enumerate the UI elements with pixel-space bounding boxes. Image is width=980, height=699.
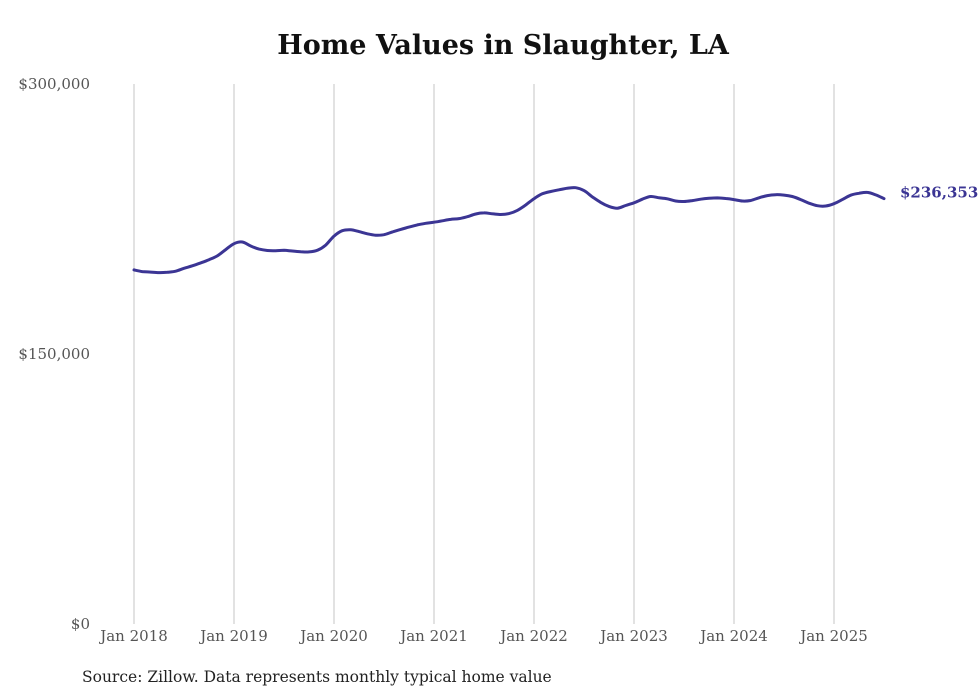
x-tick-label: Jan 2022 xyxy=(498,627,568,645)
x-tick-label: Jan 2025 xyxy=(798,627,868,645)
x-tick-label: Jan 2023 xyxy=(598,627,668,645)
source-note: Source: Zillow. Data represents monthly … xyxy=(82,668,552,686)
y-tick-label: $0 xyxy=(71,615,90,633)
x-tick-label: Jan 2020 xyxy=(298,627,368,645)
x-tick-label: Jan 2024 xyxy=(698,627,768,645)
chart-title: Home Values in Slaughter, LA xyxy=(277,30,729,61)
x-tick-label: Jan 2019 xyxy=(198,627,268,645)
end-value-label: $236,353 xyxy=(900,184,978,202)
x-axis-ticks: Jan 2018 Jan 2019 Jan 2020 Jan 2021 Jan 2022… xyxy=(98,627,868,645)
y-tick-label: $300,000 xyxy=(18,75,90,93)
y-axis-ticks: $0 $150,000 $300,000 xyxy=(18,75,90,633)
y-tick-label: $150,000 xyxy=(18,345,90,363)
gridlines xyxy=(133,84,835,624)
x-tick-label: Jan 2018 xyxy=(98,627,168,645)
series-line-home-value xyxy=(132,186,886,275)
x-tick-label: Jan 2021 xyxy=(398,627,468,645)
